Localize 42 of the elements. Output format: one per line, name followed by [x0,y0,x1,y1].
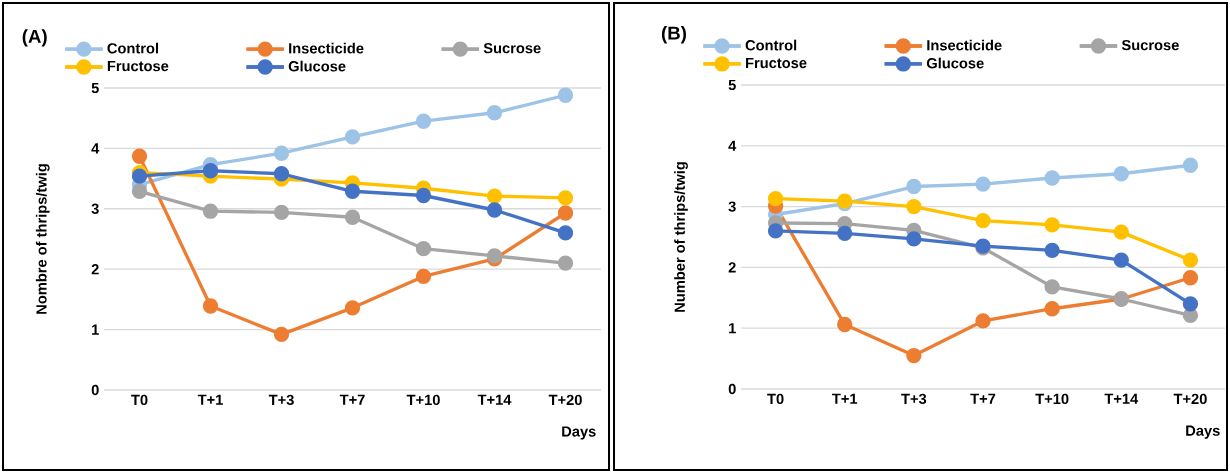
y-tick-label: 1 [729,323,736,334]
x-tick-label: T+7 [339,394,365,405]
legend-label: Insecticide [289,42,364,54]
x-axis-title: Days [562,426,596,440]
y-tick-label: 3 [91,203,99,214]
x-tick-label: T+20 [548,394,582,406]
y-tick-label: 4 [728,140,737,151]
y-tick-label: 2 [91,264,99,275]
x-tick-label: T+3 [901,393,927,405]
legend-label: Glucose [926,57,984,69]
y-tick-label: 0 [91,384,99,396]
legend-label: Fructose [746,57,807,69]
legend-label: Sucrose [483,42,541,54]
y-tick-label: 4 [91,143,100,154]
legend-label: Fructose [107,60,169,72]
chart-title: (B) [661,26,686,44]
x-tick-label: T+10 [1035,393,1069,405]
x-tick-label: T+1 [197,394,223,405]
x-tick-label: T+7 [970,393,996,404]
x-tick-label: T0 [767,393,784,405]
y-axis-title: Number of thrips/twig [674,162,688,312]
legend-label: Glucose [288,60,346,72]
x-tick-label: T+20 [1173,393,1207,405]
legend-label: Insecticide [927,39,1002,51]
y-axis-title: Nombre of thrips/twig [35,164,50,314]
legend-label: Control [745,39,797,51]
y-tick-label: 2 [728,262,736,273]
legend-label: Sucrose [1121,39,1179,51]
x-tick-label: T+1 [832,393,858,404]
x-tick-label: T+14 [1104,393,1139,404]
x-axis-title: Days [1186,425,1220,439]
y-tick-label: 3 [728,201,736,212]
chart-title: (A) [22,29,47,47]
x-tick-label: T+14 [477,394,512,405]
x-tick-label: T+3 [268,394,294,406]
legend-label: Control [107,42,158,54]
x-tick-label: T+10 [406,394,440,406]
y-tick-label: 5 [91,82,99,94]
x-tick-label: T0 [131,394,148,406]
y-tick-label: 5 [728,79,736,91]
y-tick-label: 0 [728,383,736,395]
y-tick-label: 1 [92,324,99,335]
